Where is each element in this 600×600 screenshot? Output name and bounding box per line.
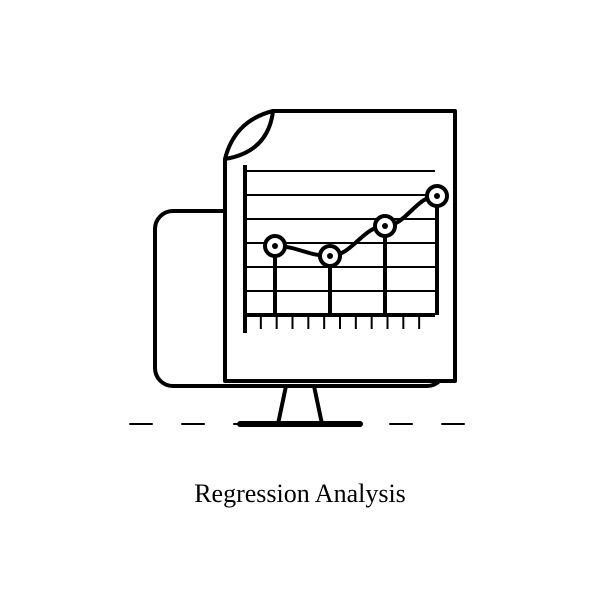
regression-analysis-icon	[120, 91, 480, 451]
icon-caption: Regression Analysis	[194, 479, 406, 509]
